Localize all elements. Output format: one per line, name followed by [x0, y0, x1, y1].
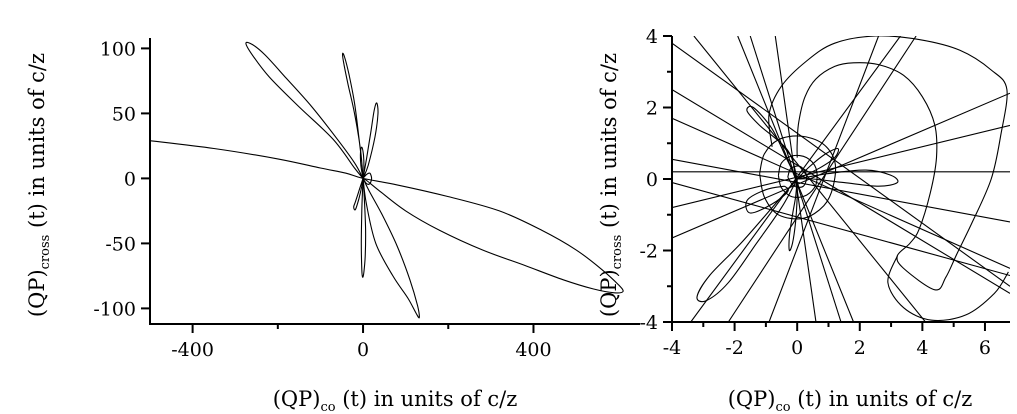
y-tick-label: -50: [105, 233, 136, 255]
trajectory-ray-3: [672, 92, 1010, 239]
trajectory-curve-5: [362, 102, 379, 179]
trajectory-curve-1: [245, 41, 364, 179]
trajectory-curve-0: [150, 140, 624, 294]
plot-area: [150, 41, 624, 319]
left-panel: -400 0 400 -100 -50 0 50 100 (QP)co (t) in units…: [25, 38, 640, 414]
y-tick-label: 50: [112, 103, 136, 125]
x-tick-label: 400: [515, 339, 551, 361]
x-axis-label: (QP)co (t) in units of c/z: [728, 387, 973, 414]
trajectory-ray-11: [749, 36, 842, 322]
y-tick-label: 4: [646, 26, 658, 48]
x-tick-label: 0: [791, 337, 803, 359]
plot-area: [672, 36, 1010, 322]
trajectory-curve-6: [759, 135, 837, 220]
x-tick-label: 0: [357, 339, 369, 361]
trajectory-curve-2: [696, 178, 798, 303]
trajectory-ray-14: [672, 42, 1010, 287]
trajectory-curve-3: [788, 178, 798, 252]
trajectory-ray-9: [768, 36, 880, 322]
trajectory-curve-6: [353, 178, 364, 211]
trajectory-curve-4: [360, 178, 367, 278]
trajectory-curve-2: [362, 178, 420, 319]
trajectory-curve-8: [359, 146, 365, 179]
trajectory-curve-1: [797, 169, 899, 187]
trajectory-curve-8: [787, 165, 808, 188]
trajectory-ray-0: [672, 158, 1010, 223]
x-tick-label: 2: [854, 337, 866, 359]
trajectory-curve-7: [777, 154, 818, 198]
trajectory-curve-10: [887, 255, 1009, 322]
x-tick-label: -400: [171, 339, 214, 361]
y-axis-label: (QP)cross (t) in units of c/z: [25, 53, 53, 317]
right-panel: -4 -2 0 2 4 6 -4 -2 0 2 4 (QP)co (t) in units of c/…: [597, 26, 1010, 414]
x-tick-label: 6: [979, 337, 991, 359]
x-axis-label: (QP)co (t) in units of c/z: [273, 387, 518, 414]
y-tick-label: 2: [646, 98, 658, 120]
trajectory-ray-2: [672, 124, 1010, 209]
y-tick-label: -100: [93, 298, 136, 320]
y-tick-label: 100: [100, 38, 136, 60]
trajectory-ray-5: [672, 89, 1010, 294]
x-tick-label: -4: [663, 337, 682, 359]
y-tick-label: 0: [646, 169, 658, 191]
y-tick-label: -2: [639, 241, 658, 263]
trajectory-curve-3: [342, 52, 364, 179]
x-tick-label: -2: [725, 337, 744, 359]
trajectory-ray-12: [727, 36, 917, 322]
y-tick-label: -4: [639, 312, 658, 334]
y-tick-label: 0: [124, 168, 136, 190]
x-tick-label: 4: [916, 337, 928, 359]
y-axis-label: (QP)cross (t) in units of c/z: [597, 53, 625, 317]
trajectory-curve-5: [745, 185, 789, 214]
trajectory-curve-9: [768, 36, 1008, 291]
trajectory-curve-7: [362, 172, 373, 185]
trajectory-curve-0: [746, 105, 798, 180]
trajectory-ray-4: [672, 117, 1010, 269]
trajectory-curve-4: [796, 147, 840, 180]
